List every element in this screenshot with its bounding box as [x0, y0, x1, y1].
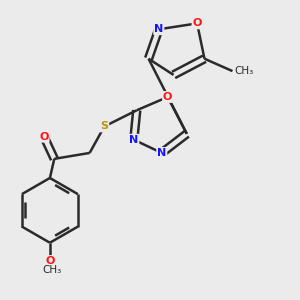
Text: O: O: [163, 92, 172, 102]
Text: O: O: [45, 256, 55, 266]
Text: N: N: [157, 148, 167, 158]
Text: N: N: [154, 24, 164, 34]
Text: O: O: [39, 132, 49, 142]
Text: S: S: [100, 122, 108, 131]
Text: CH₃: CH₃: [42, 266, 61, 275]
Text: O: O: [192, 18, 202, 28]
Text: CH₃: CH₃: [234, 66, 253, 76]
Text: N: N: [129, 135, 138, 145]
